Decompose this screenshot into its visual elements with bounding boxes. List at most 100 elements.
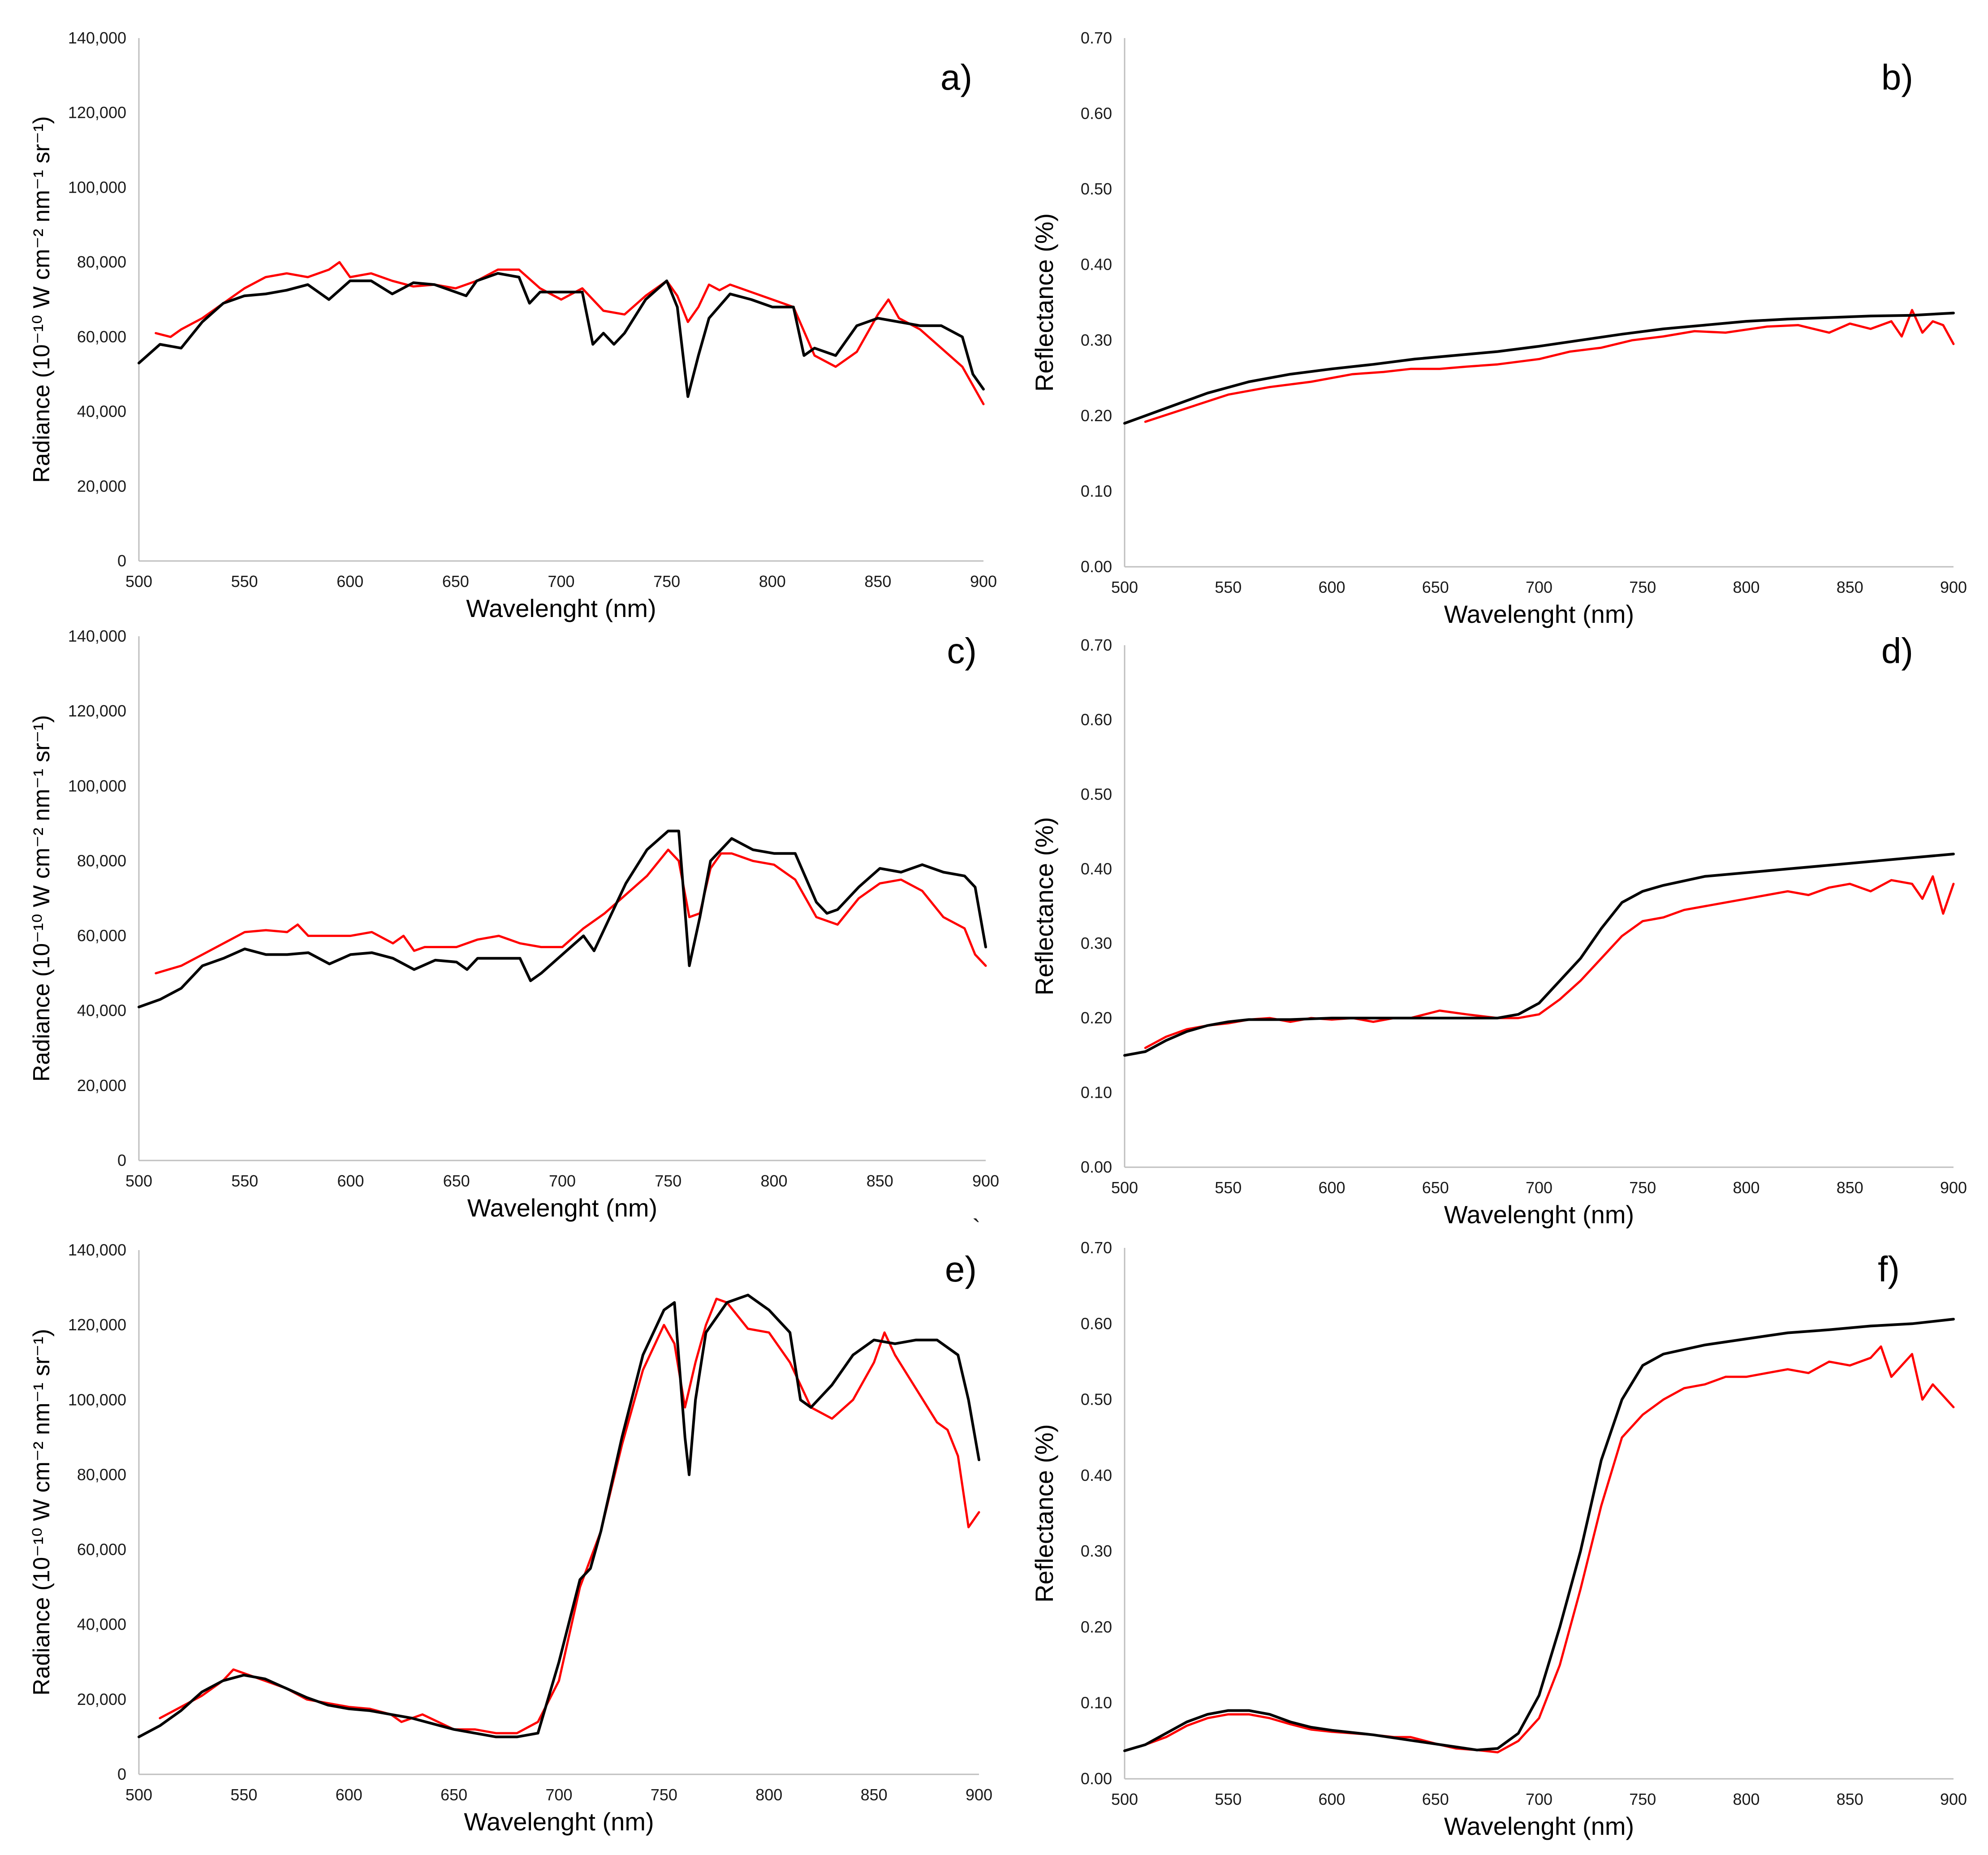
x-tick-label: 700 [1526,1790,1552,1808]
panel-label: e) [945,1249,977,1289]
x-tick-label: 650 [443,1172,470,1190]
y-tick-label: 20,000 [77,1076,126,1095]
chart-panel-d: 0.00 0.10 0.20 0.30 0.40 0.50 0.60 0.70 500 550 60… [1030,631,1967,1229]
y-tick-label: 0.50 [1081,785,1112,803]
series-line-black [1123,1318,1955,1752]
y-tick-label: 0.40 [1081,255,1112,274]
x-tick-label: 850 [1837,1178,1863,1197]
x-tick-label: 500 [1111,578,1138,596]
chart-panel-a: 0 20,000 40,000 60,000 80,000 100,000 120,000 1… [29,29,997,622]
x-tick-label: 900 [1940,1790,1967,1808]
y-tick-label: 20,000 [77,477,126,495]
x-tick-label: 500 [125,1172,152,1190]
y-axis-title: Radiance (10⁻¹⁰ W cm⁻² nm⁻¹ sr⁻¹) [29,1329,55,1695]
y-tick-label: 40,000 [77,402,126,421]
x-tick-label: 750 [655,1172,681,1190]
y-tick-label: 0.40 [1081,859,1112,878]
x-tick-label: 550 [231,572,258,591]
y-tick-label: 0.60 [1081,1314,1112,1333]
panel-label: a) [940,57,972,97]
series-line-black [138,272,985,398]
x-tick-label: 650 [1422,1178,1449,1197]
x-tick-label: 500 [1111,1178,1138,1197]
y-tick-label: 100,000 [68,777,126,795]
y-tick-label: 0.50 [1081,180,1112,198]
y-tick-label: 0.70 [1081,636,1112,654]
y-axis-title: Radiance (10⁻¹⁰ W cm⁻² nm⁻¹ sr⁻¹) [29,116,55,483]
chart-panel-b: 0.00 0.10 0.20 0.30 0.40 0.50 0.60 0.70 500 550 60… [1030,29,1967,628]
x-tick-label: 650 [1422,578,1449,596]
y-axis-title: Radiance (10⁻¹⁰ W cm⁻² nm⁻¹ sr⁻¹) [29,715,55,1082]
x-tick-label: 650 [440,1786,467,1804]
x-tick-label: 800 [1733,1790,1759,1808]
y-tick-label: 0.30 [1081,1542,1112,1560]
y-tick-label: 0.60 [1081,104,1112,123]
x-tick-label: 550 [231,1172,258,1190]
y-tick-label: 0.20 [1081,1009,1112,1027]
x-tick-label: 550 [230,1786,257,1804]
x-tick-label: 550 [1215,1178,1242,1197]
x-axis-title: Wavelenght (nm) [1444,1812,1634,1840]
series-line-black [138,1294,980,1739]
y-tick-label: 120,000 [68,1316,126,1334]
y-tick-label: 40,000 [77,1001,126,1020]
x-tick-label: 550 [1215,578,1242,596]
x-tick-label: 500 [125,572,152,591]
y-tick-label: 0 [117,1765,126,1783]
x-tick-label: 800 [759,572,786,591]
y-tick-label: 100,000 [68,1390,126,1409]
x-axis-title: Wavelenght (nm) [466,594,656,622]
x-axis-title: Wavelenght (nm) [1444,600,1634,628]
panel-label: b) [1881,57,1913,97]
x-tick-label: 900 [966,1786,992,1804]
y-tick-label: 0.50 [1081,1390,1112,1409]
series-line-black [1123,311,1955,425]
x-tick-label: 750 [1629,578,1656,596]
x-tick-label: 700 [549,1172,576,1190]
x-tick-label: 900 [972,1172,999,1190]
x-tick-label: 900 [1940,578,1967,596]
y-tick-label: 60,000 [77,328,126,346]
y-axis-title: Reflectance (%) [1030,1424,1058,1602]
y-tick-label: 140,000 [68,1241,126,1259]
x-tick-label: 500 [1111,1790,1138,1808]
panel-label: f) [1878,1249,1900,1289]
x-tick-label: 800 [760,1172,787,1190]
series-line-red [1144,1345,1955,1754]
x-tick-label: 750 [1629,1790,1656,1808]
y-axis-title: Reflectance (%) [1030,817,1058,995]
x-axis-title: Wavelenght (nm) [1444,1200,1634,1229]
y-tick-label: 0.20 [1081,1618,1112,1636]
y-tick-label: 60,000 [77,927,126,945]
x-tick-label: 800 [1733,1178,1759,1197]
series-line-black [1123,853,1955,1057]
x-tick-label: 700 [1526,1178,1552,1197]
chart-panel-f: 0.00 0.10 0.20 0.30 0.40 0.50 0.60 0.70 500 550 60… [1030,1238,1967,1840]
y-tick-label: 0 [117,552,126,570]
x-tick-label: 650 [1422,1790,1449,1808]
y-tick-label: 60,000 [77,1540,126,1559]
y-tick-label: 0.40 [1081,1466,1112,1484]
x-tick-label: 850 [864,572,891,591]
x-tick-label: 850 [861,1786,888,1804]
x-tick-label: 900 [970,572,997,591]
x-axis-title: Wavelenght (nm) [467,1194,657,1222]
x-tick-label: 600 [1318,1790,1345,1808]
y-tick-label: 0.00 [1081,1158,1112,1176]
x-tick-label: 600 [337,1172,364,1190]
y-tick-label: 80,000 [77,253,126,271]
series-line-black [138,829,987,1009]
x-tick-label: 800 [1733,578,1759,596]
panel-label: c) [947,631,977,671]
stray-mark: ` [972,1214,981,1242]
x-tick-label: 800 [755,1786,782,1804]
chart-panel-c: 0 20,000 40,000 60,000 80,000 100,000 120,000 1… [29,627,999,1222]
y-tick-label: 140,000 [68,29,126,47]
x-tick-label: 750 [651,1786,677,1804]
y-tick-label: 0.70 [1081,1238,1112,1257]
y-tick-label: 0.10 [1081,1083,1112,1102]
panel-label: d) [1881,631,1913,671]
x-tick-label: 850 [1837,1790,1863,1808]
y-tick-label: 80,000 [77,851,126,870]
